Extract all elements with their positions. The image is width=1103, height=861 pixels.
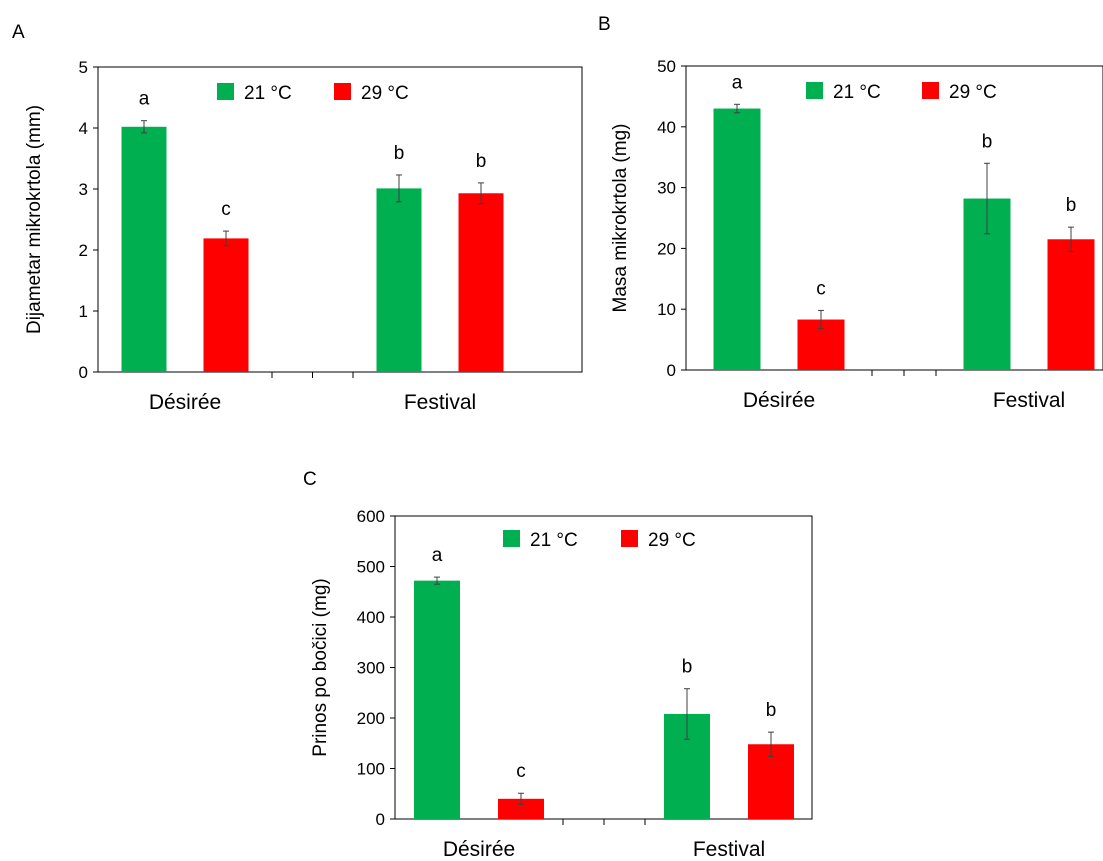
- y-tick-label: 20: [657, 239, 676, 258]
- legend-swatch: [621, 530, 638, 547]
- y-tick-label: 100: [357, 760, 385, 779]
- legend: 21 °C 29 °C: [503, 530, 696, 551]
- legend-label: 21 °C: [530, 530, 578, 551]
- y-tick-label: 0: [79, 363, 88, 382]
- y-tick-label: 3: [79, 180, 88, 199]
- y-tick-label: 600: [357, 507, 385, 526]
- chart-panel-b: B 0 10 20 30 40 50 Désirée Festival Masa mikrokrt…: [598, 14, 1103, 412]
- y-tick-label: 400: [357, 608, 385, 627]
- chart-panel-a: A 0 1 2 3 4 5 Désirée Festival Dijametar mikrokrt…: [12, 22, 583, 414]
- significance-label: a: [432, 545, 443, 566]
- bar: [1047, 239, 1095, 370]
- legend-label: 29 °C: [361, 83, 409, 104]
- y-tick-label: 5: [79, 58, 88, 77]
- y-axis-title: Prinos po bočici (mg): [310, 578, 331, 756]
- category-label: Désirée: [149, 391, 221, 414]
- category-label: Festival: [693, 838, 765, 861]
- legend-swatch: [806, 82, 823, 99]
- legend-swatch: [503, 530, 520, 547]
- y-tick-label: 40: [657, 118, 676, 137]
- y-tick-label: 30: [657, 179, 676, 198]
- significance-label: b: [982, 131, 993, 152]
- bar: [414, 580, 460, 819]
- y-tick-label: 300: [357, 659, 385, 678]
- significance-label: b: [476, 151, 487, 172]
- y-tick-label: 10: [657, 300, 676, 319]
- legend-label: 29 °C: [648, 530, 696, 551]
- significance-label: b: [682, 657, 693, 678]
- legend-label: 21 °C: [244, 83, 292, 104]
- y-tick-label: 50: [657, 57, 676, 76]
- legend: 21 °C 29 °C: [217, 83, 409, 104]
- bar: [376, 188, 422, 372]
- chart-panel-c: C 0 100 200 300 400 500 600 Désirée Festival Prino…: [303, 469, 813, 861]
- panel-letter: C: [303, 469, 317, 490]
- y-axis-title: Masa mikrokrtola (mg): [610, 124, 631, 313]
- category-label: Désirée: [443, 838, 515, 861]
- y-axis-title: Dijametar mikrokrtola (mm): [24, 105, 45, 334]
- y-tick-label: 200: [357, 709, 385, 728]
- panel-letter: A: [12, 22, 25, 43]
- legend: 21 °C 29 °C: [806, 82, 997, 103]
- legend-swatch: [922, 82, 939, 99]
- significance-label: b: [1066, 195, 1077, 216]
- significance-label: b: [766, 700, 777, 721]
- category-label: Désirée: [743, 389, 815, 412]
- y-tick-label: 4: [79, 119, 88, 138]
- significance-label: a: [732, 72, 743, 93]
- y-tick-label: 2: [79, 241, 88, 260]
- bar: [121, 126, 167, 372]
- y-tick-label: 1: [79, 302, 88, 321]
- significance-label: c: [516, 761, 526, 782]
- plot-frame: [685, 65, 1103, 371]
- bar: [713, 108, 761, 370]
- category-label: Festival: [404, 391, 476, 414]
- panel-letter: B: [598, 14, 611, 35]
- significance-label: c: [221, 199, 231, 220]
- significance-label: a: [139, 89, 150, 110]
- significance-label: b: [394, 143, 405, 164]
- plot-frame: [97, 66, 583, 373]
- y-tick-label: 0: [376, 810, 385, 829]
- legend-label: 21 °C: [833, 82, 881, 103]
- category-label: Festival: [993, 389, 1065, 412]
- bar: [458, 193, 504, 372]
- significance-label: c: [816, 278, 826, 299]
- legend-swatch: [217, 83, 234, 100]
- legend-label: 29 °C: [949, 82, 997, 103]
- y-tick-label: 0: [667, 361, 676, 380]
- legend-swatch: [334, 83, 351, 100]
- bar: [203, 238, 249, 372]
- bar: [498, 798, 544, 819]
- y-tick-label: 500: [357, 558, 385, 577]
